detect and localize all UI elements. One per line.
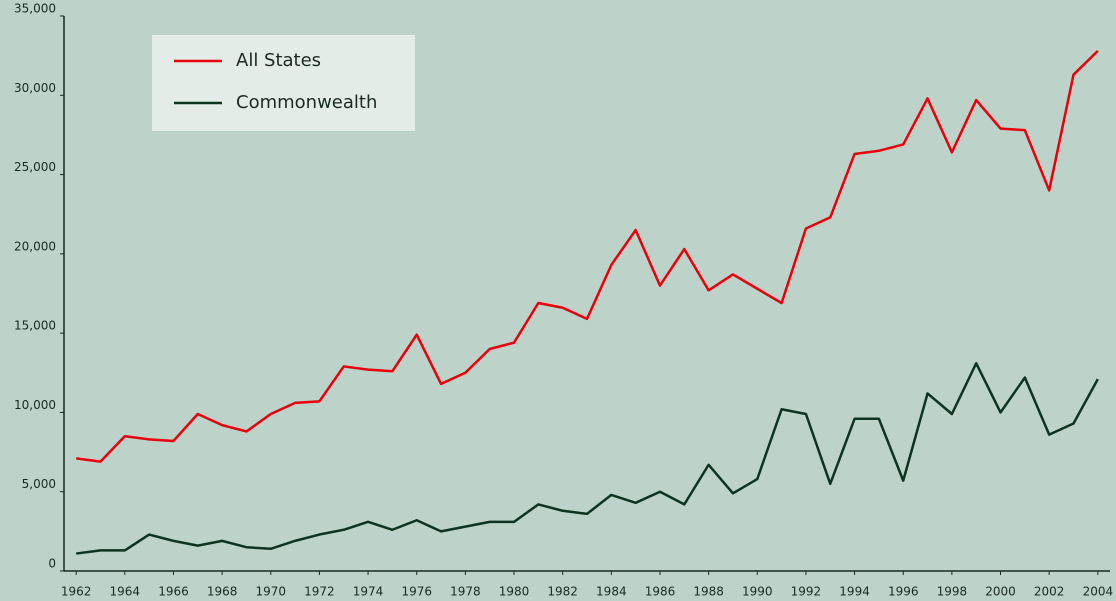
x-tick-label: 1996 [888,585,919,599]
y-tick-label: 10,000 [14,398,56,412]
x-tick-label: 1986 [645,585,676,599]
x-tick-label: 1966 [158,585,189,599]
y-tick-label: 20,000 [14,239,56,253]
x-tick-label: 1978 [450,585,481,599]
x-tick-label: 1984 [596,585,627,599]
x-tick-label: 1982 [547,585,578,599]
x-tick-label: 1962 [61,585,92,599]
x-tick-label: 1968 [207,585,238,599]
y-tick-label: 5,000 [22,477,56,491]
x-tick-label: 1980 [499,585,530,599]
legend-box [152,35,415,131]
y-tick-label: 0 [48,557,56,571]
x-tick-label: 1990 [742,585,773,599]
x-tick-label: 1988 [693,585,724,599]
x-tick-label: 2000 [985,585,1016,599]
legend-label: Commonwealth [236,92,377,113]
y-tick-label: 35,000 [14,2,56,16]
y-tick-label: 30,000 [14,81,56,95]
line-series [76,49,1099,463]
x-tick-label: 1974 [353,585,384,599]
y-tick-label: 25,000 [14,160,56,174]
legend-label: All States [236,50,321,71]
x-tick-label: 1970 [255,585,286,599]
x-tick-label: 1992 [791,585,822,599]
x-tick-label: 1972 [304,585,335,599]
x-tick-label: 1994 [839,585,870,599]
x-tick-label: 1998 [937,585,968,599]
x-tick-label: 1976 [401,585,432,599]
y-tick-label: 15,000 [14,319,56,333]
x-tick-label: 2002 [1034,585,1065,599]
x-tick-label: 1964 [110,585,141,599]
line-series [76,362,1099,555]
x-tick-label: 2004 [1083,585,1114,599]
